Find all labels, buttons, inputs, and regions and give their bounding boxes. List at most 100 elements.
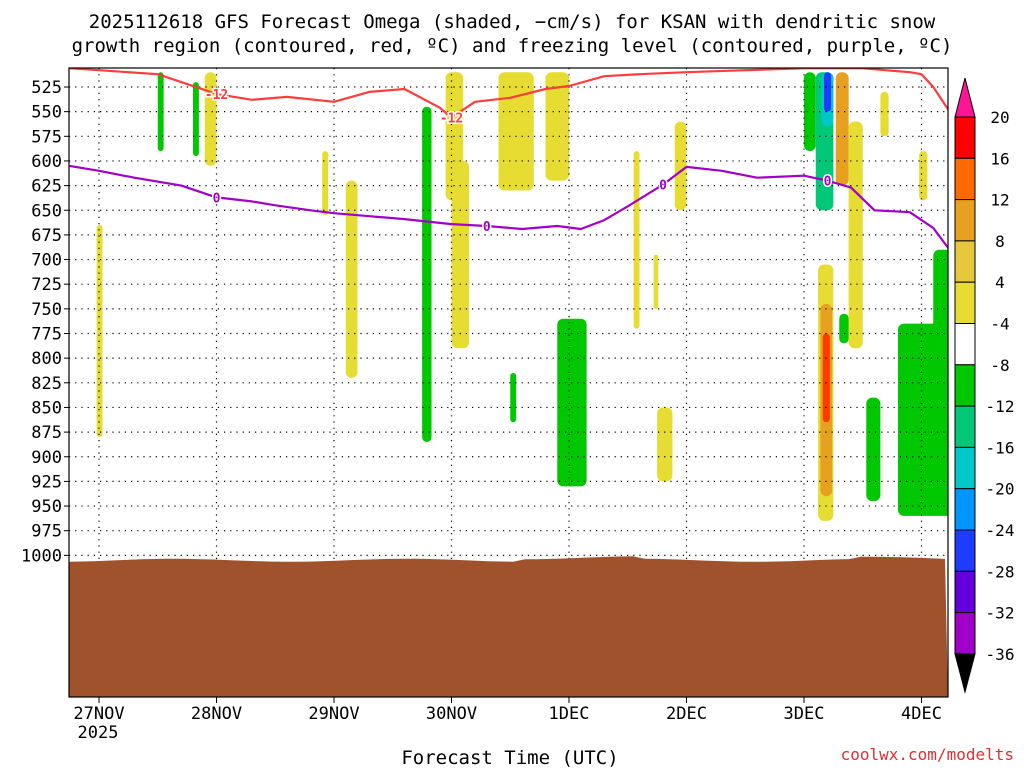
- omega-patch: [933, 249, 948, 359]
- y-tick-label: 625: [31, 177, 62, 197]
- y-tick-label: 675: [31, 226, 62, 246]
- chart-title-line-1: 2025112618 GFS Forecast Omega (shaded, −…: [89, 11, 936, 33]
- colorbar-label: -24: [986, 521, 1015, 540]
- colorbar-label: -12: [986, 397, 1015, 416]
- x-axis-title: Forecast Time (UTC): [401, 747, 618, 768]
- freezing-level-contour-label: 0: [483, 220, 491, 235]
- colorbar-label: 16: [990, 149, 1009, 168]
- omega-patch: [545, 72, 569, 181]
- omega-patch: [822, 333, 830, 423]
- omega-patch: [823, 72, 832, 112]
- colorbar-label: 12: [990, 191, 1009, 210]
- omega-patch: [557, 318, 587, 487]
- omega-patch: [804, 72, 816, 152]
- colorbar-label: 4: [995, 273, 1005, 292]
- colorbar-label: 20: [990, 108, 1009, 127]
- colorbar-swatch: [954, 281, 976, 325]
- y-tick-label: 750: [31, 300, 62, 320]
- x-axis-year-label: 2025: [78, 723, 119, 743]
- omega-patch: [498, 72, 534, 191]
- x-axis: 27NOV 28NOV 29NOV 30NOV 1DEC 2DEC 3DEC 4DEC: [73, 697, 942, 724]
- y-tick-label: 800: [31, 349, 62, 369]
- y-tick-label: 650: [31, 201, 62, 221]
- y-tick-label: 825: [31, 374, 62, 394]
- y-tick-label: 525: [31, 78, 62, 98]
- omega-patch: [204, 72, 217, 166]
- omega-patch: [653, 254, 659, 309]
- credit-text: coolwx.com/modelts: [841, 745, 1014, 764]
- freezing-level-contour-label: 0: [659, 179, 667, 194]
- x-tick-label: 4DEC: [901, 704, 942, 724]
- omega-patch: [96, 225, 103, 438]
- colorbar-label: 8: [995, 232, 1005, 251]
- surface-band: [69, 556, 948, 697]
- colorbar-swatch: [954, 405, 976, 448]
- y-tick-label: 600: [31, 152, 62, 172]
- y-tick-label: 725: [31, 275, 62, 295]
- y-tick-label: 875: [31, 423, 62, 443]
- y-tick-label: 1000: [21, 546, 62, 566]
- colorbar-label: -20: [986, 480, 1015, 499]
- omega-patch: [866, 397, 881, 502]
- x-tick-label: 27NOV: [73, 704, 124, 724]
- omega-patch: [157, 72, 164, 152]
- dgz-minus12-contour-label: -12: [205, 88, 228, 103]
- x-tick-label: 28NOV: [191, 704, 242, 724]
- omega-patch: [835, 72, 849, 186]
- omega-patch: [898, 323, 948, 516]
- y-tick-label: 775: [31, 325, 62, 345]
- colorbar-swatch: [954, 529, 976, 572]
- colorbar-label: -32: [986, 604, 1015, 623]
- colorbar-label: -28: [986, 562, 1015, 581]
- x-tick-label: 1DEC: [549, 704, 590, 724]
- omega-patch: [848, 121, 863, 349]
- colorbar: 20 16 12 8 4 -4 -8 -12 -16 -20 -24 -28 -32 -36: [954, 77, 1015, 694]
- colorbar-bottom-arrow: [954, 653, 976, 694]
- omega-shading-layer: [96, 72, 948, 521]
- x-tick-label: 30NOV: [426, 704, 477, 724]
- omega-patch: [422, 106, 432, 442]
- colorbar-swatch: [954, 570, 976, 614]
- y-tick-label: 900: [31, 448, 62, 468]
- grid-layer: [69, 68, 948, 697]
- y-tick-label: 975: [31, 522, 62, 542]
- omega-patch: [451, 160, 470, 349]
- x-tick-label: 2DEC: [666, 704, 707, 724]
- omega-patch: [345, 180, 358, 378]
- colorbar-swatch: [954, 446, 976, 490]
- colorbar-swatch: [954, 199, 976, 242]
- x-tick-label: 29NOV: [308, 704, 359, 724]
- y-tick-label: 850: [31, 398, 62, 418]
- colorbar-label: -4: [990, 315, 1009, 334]
- colorbar-swatch: [954, 240, 976, 283]
- colorbar-top-arrow: [954, 77, 976, 118]
- omega-patch: [193, 82, 199, 157]
- omega-patch: [510, 372, 517, 423]
- omega-patch: [919, 151, 928, 201]
- colorbar-swatch: [954, 364, 976, 407]
- y-tick-label: 550: [31, 103, 62, 123]
- y-tick-label: 950: [31, 497, 62, 517]
- omega-patch: [839, 313, 849, 344]
- colorbar-label: -16: [986, 438, 1015, 457]
- y-axis: 525 550 575 600 625 650 675 700 725 750 775 800 825 8…: [21, 78, 69, 566]
- colorbar-swatch: [954, 612, 976, 655]
- chart-title-line-2: growth region (contoured, red, ºC) and f…: [72, 35, 953, 57]
- plot-area: -12 -12 0 0 0 0: [69, 68, 948, 697]
- colorbar-label: -8: [990, 356, 1009, 375]
- freezing-level-contour: [69, 164, 948, 250]
- omega-patch: [657, 407, 673, 482]
- omega-patch: [674, 121, 687, 211]
- colorbar-label: -36: [986, 645, 1015, 664]
- y-tick-label: 925: [31, 472, 62, 492]
- colorbar-swatch: [954, 488, 976, 531]
- colorbar-swatch: [954, 116, 976, 159]
- omega-patch: [880, 91, 889, 137]
- dgz-minus12-contour-label: -12: [440, 112, 463, 127]
- omega-patch: [633, 151, 640, 329]
- freezing-level-contour-label: 0: [213, 191, 221, 206]
- x-tick-label: 3DEC: [784, 704, 825, 724]
- y-tick-label: 575: [31, 127, 62, 147]
